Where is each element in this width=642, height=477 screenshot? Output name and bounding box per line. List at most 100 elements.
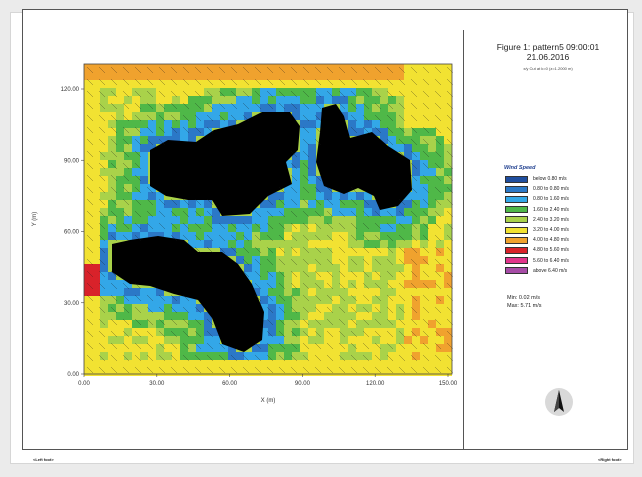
speed-cell: [444, 216, 452, 224]
speed-cell: [244, 240, 252, 248]
wind-vector: [86, 222, 94, 230]
speed-cell: [252, 72, 260, 80]
speed-cell: [124, 136, 132, 144]
speed-cell: [420, 152, 428, 160]
plot-border: [83, 63, 453, 375]
speed-cell: [364, 112, 372, 120]
speed-cell: [300, 344, 308, 352]
speed-cell: [356, 80, 364, 88]
speed-cell: [276, 336, 284, 344]
wind-vector: [182, 342, 190, 350]
speed-cell: [428, 320, 436, 328]
speed-cell: [348, 96, 356, 104]
speed-cell: [84, 344, 92, 352]
wind-vector: [398, 138, 406, 146]
speed-cell: [428, 360, 436, 368]
wind-vector: [386, 138, 394, 146]
speed-cell: [356, 248, 364, 256]
speed-cell: [188, 328, 196, 336]
speed-cell: [108, 152, 116, 160]
wind-vector: [122, 174, 130, 182]
wind-vector: [410, 270, 418, 278]
wind-vector: [374, 354, 382, 362]
speed-cell: [220, 232, 228, 240]
speed-cell: [284, 160, 292, 168]
speed-cell: [220, 72, 228, 80]
speed-cell: [300, 288, 308, 296]
speed-cell: [300, 96, 308, 104]
speed-cell: [340, 360, 348, 368]
speed-cell: [188, 224, 196, 232]
speed-cell: [444, 176, 452, 184]
speed-cell: [140, 80, 148, 88]
speed-cell: [332, 64, 340, 72]
wind-vector: [122, 138, 130, 146]
wind-vector: [362, 294, 370, 302]
speed-cell: [436, 360, 444, 368]
wind-vector: [86, 270, 94, 278]
wind-vector: [158, 222, 166, 230]
wind-vector: [410, 330, 418, 338]
speed-cell: [92, 112, 100, 120]
wind-vectors: [86, 66, 454, 374]
speed-cell: [308, 368, 316, 376]
speed-cell: [300, 216, 308, 224]
speed-cell: [148, 208, 156, 216]
speed-cell: [116, 144, 124, 152]
speed-cell: [380, 96, 388, 104]
wind-vector: [122, 234, 130, 242]
speed-cell: [284, 256, 292, 264]
speed-cell: [372, 288, 380, 296]
speed-cell: [388, 312, 396, 320]
speed-cell: [420, 264, 428, 272]
wind-vector: [158, 198, 166, 206]
wind-vector: [362, 330, 370, 338]
speed-cell: [356, 64, 364, 72]
wind-vector: [158, 90, 166, 98]
speed-cell: [396, 264, 404, 272]
speed-cell: [148, 304, 156, 312]
speed-cell: [116, 288, 124, 296]
wind-vector: [386, 306, 394, 314]
speed-cell: [100, 168, 108, 176]
speed-cell: [412, 184, 420, 192]
wind-vector: [350, 342, 358, 350]
speed-cell: [164, 368, 172, 376]
wind-vector: [422, 174, 430, 182]
wind-vector: [338, 270, 346, 278]
wind-vector: [98, 366, 106, 374]
speed-cell: [436, 328, 444, 336]
speed-cell: [308, 136, 316, 144]
speed-cell: [148, 72, 156, 80]
speed-cell: [84, 120, 92, 128]
speed-cell: [356, 96, 364, 104]
speed-cell: [116, 232, 124, 240]
wind-vector: [362, 222, 370, 230]
wind-vector: [314, 66, 322, 74]
speed-cell: [308, 192, 316, 200]
speed-cell: [164, 64, 172, 72]
speed-cell: [276, 80, 284, 88]
wind-vector: [338, 210, 346, 218]
x-tick-label: 30.00: [149, 381, 165, 387]
wind-vector: [110, 126, 118, 134]
wind-vector: [98, 126, 106, 134]
speed-cell: [204, 104, 212, 112]
speed-cell: [340, 208, 348, 216]
speed-cell: [316, 88, 324, 96]
speed-cell: [428, 248, 436, 256]
speed-cell: [188, 208, 196, 216]
y-tick-label: 30.00: [64, 301, 80, 307]
speed-cell: [444, 264, 452, 272]
wind-vector: [86, 330, 94, 338]
wind-vector: [182, 354, 190, 362]
wind-vector: [122, 318, 130, 326]
speed-cell: [348, 288, 356, 296]
wind-vector: [194, 66, 202, 74]
x-tick-label: 0.00: [78, 381, 90, 387]
wind-vector: [434, 258, 442, 266]
wind-vector: [386, 318, 394, 326]
wind-vector: [338, 78, 346, 86]
speed-cell: [108, 192, 116, 200]
speed-cell: [404, 112, 412, 120]
